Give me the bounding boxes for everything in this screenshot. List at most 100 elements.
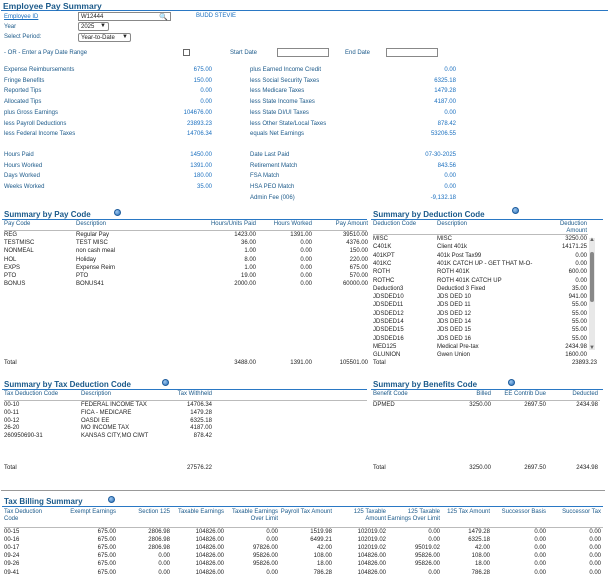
table-cell: 18.00: [316, 561, 332, 568]
table-cell: 0.00: [428, 537, 440, 544]
row-code: NONMEAL: [4, 248, 34, 255]
row-code: MED125: [373, 343, 397, 350]
row-code: 00-11: [4, 409, 19, 416]
column-header: Deducted: [572, 391, 598, 397]
summary-label: less Social Security Taxes: [250, 77, 320, 84]
table-cell: 0.00: [158, 561, 170, 568]
table-cell: 0.00: [589, 561, 601, 568]
summary-value: 0.00: [200, 99, 212, 106]
column-header: Deduction Code: [373, 221, 417, 227]
employee-id-input[interactable]: W12444 🔍: [78, 12, 171, 21]
column-header: Section 125: [138, 509, 170, 515]
row-code: 26-20: [4, 425, 20, 432]
period-select[interactable]: Year-to-Date ▼: [78, 33, 131, 42]
start-date-label: Start Date: [230, 50, 258, 56]
row-code: EXPS: [4, 264, 21, 271]
header-divider: [4, 527, 603, 528]
search-icon[interactable]: 🔍: [159, 14, 168, 21]
table-cell: 55.00: [571, 319, 587, 325]
row-code: 401KPT: [373, 252, 395, 259]
year-label: Year: [4, 24, 17, 30]
divider: [371, 219, 603, 220]
table-cell: 0.00: [300, 273, 312, 279]
column-header: Billed: [476, 391, 491, 397]
row-code: JDSDED15: [373, 327, 404, 334]
table-cell: 42.00: [474, 545, 490, 552]
table-cell: 104826.00: [357, 569, 386, 576]
column-header: 125 Taxable Earnings Over Limit: [387, 509, 440, 522]
column-header: Description: [76, 221, 107, 227]
summary-value: 0.00: [444, 109, 456, 116]
table-cell: 2806.98: [148, 529, 170, 535]
summary-value: 4187.00: [434, 99, 456, 106]
row-code: MISC: [373, 236, 388, 242]
column-header: Description: [81, 391, 112, 397]
row-code: 401KC: [373, 260, 392, 267]
total-value: 2697.50: [524, 465, 546, 471]
row-code: 09-24: [4, 553, 20, 560]
end-date-input[interactable]: [386, 48, 438, 57]
globe-icon[interactable]: [114, 209, 121, 216]
summary-value: 104676.00: [183, 109, 212, 116]
table-cell: 3250.00: [469, 402, 491, 408]
row-code: ROTH: [373, 269, 390, 276]
table-cell: 104826.00: [195, 529, 224, 535]
row-code: TESTMISC: [4, 240, 35, 247]
table-cell: 0.00: [300, 264, 312, 271]
table-cell: Medical Pre-tax: [437, 343, 479, 350]
deduction-scrollbar[interactable]: ▲ ▼: [589, 237, 595, 351]
summary-label: less State DI/UI Taxes: [250, 109, 309, 116]
globe-icon[interactable]: [508, 379, 515, 386]
row-code: 260950690-31: [4, 433, 43, 440]
table-cell: 97826.00: [252, 545, 278, 552]
table-cell: 55.00: [571, 327, 587, 334]
scroll-up-icon[interactable]: ▲: [589, 237, 595, 243]
summary-value: 0.00: [444, 173, 456, 180]
globe-icon[interactable]: [512, 207, 519, 214]
row-code: 00-10: [4, 402, 20, 408]
period-value: Year-to-Date: [81, 35, 115, 41]
chevron-down-icon: ▼: [122, 34, 128, 40]
table-cell: 0.00: [589, 529, 601, 535]
summary-value: 878.42: [437, 120, 456, 127]
table-cell: 104826.00: [195, 561, 224, 568]
total-value: 105501.00: [339, 360, 368, 366]
table-cell: 4187.00: [190, 425, 212, 432]
total-value: 23893.23: [571, 360, 597, 366]
employee-id-label[interactable]: Employee ID: [4, 14, 39, 20]
column-header: Payroll Tax Amount: [280, 509, 332, 515]
summary-label: equals Net Earnings: [250, 131, 305, 138]
summary-label: Weeks Worked: [4, 184, 45, 191]
summary-value: 07-30-2025: [425, 152, 456, 158]
summary-value: 6325.18: [434, 77, 456, 84]
table-cell: 0.00: [300, 248, 312, 255]
globe-icon[interactable]: [162, 379, 169, 386]
table-cell: 0.00: [300, 281, 312, 288]
summary-value: 53206.55: [430, 131, 456, 138]
column-header: Successor Basis: [501, 509, 546, 515]
table-cell: KANSAS CITY,MO CIWT: [81, 433, 149, 440]
summary-label: Date Last Paid: [250, 152, 290, 158]
total-label: Total: [4, 360, 17, 366]
scroll-down-icon[interactable]: ▼: [589, 345, 595, 351]
summary-value: 14706.34: [186, 131, 212, 138]
globe-icon[interactable]: [108, 496, 115, 503]
column-header: Pay Amount: [335, 221, 368, 227]
total-value: 1391.00: [290, 360, 312, 366]
scroll-thumb[interactable]: [590, 252, 594, 302]
summary-label: Fringe Benefits: [4, 77, 45, 84]
table-cell: FICA - MEDICARE: [81, 409, 132, 416]
header-divider: [4, 400, 367, 401]
table-cell: 1600.00: [565, 352, 587, 359]
tax-billing-separator: [1, 490, 605, 491]
table-cell: 0.00: [300, 256, 312, 263]
row-code: 00-16: [4, 537, 20, 544]
summary-label: Admin Fee (006): [250, 194, 295, 201]
year-select[interactable]: 2025 ▼: [78, 22, 109, 31]
start-date-input[interactable]: [277, 48, 329, 57]
date-range-checkbox[interactable]: [183, 49, 190, 56]
table-cell: 42.00: [316, 545, 332, 552]
divider: [2, 506, 603, 507]
summary-label: Days Worked: [4, 173, 40, 180]
table-cell: 35.00: [571, 285, 587, 292]
